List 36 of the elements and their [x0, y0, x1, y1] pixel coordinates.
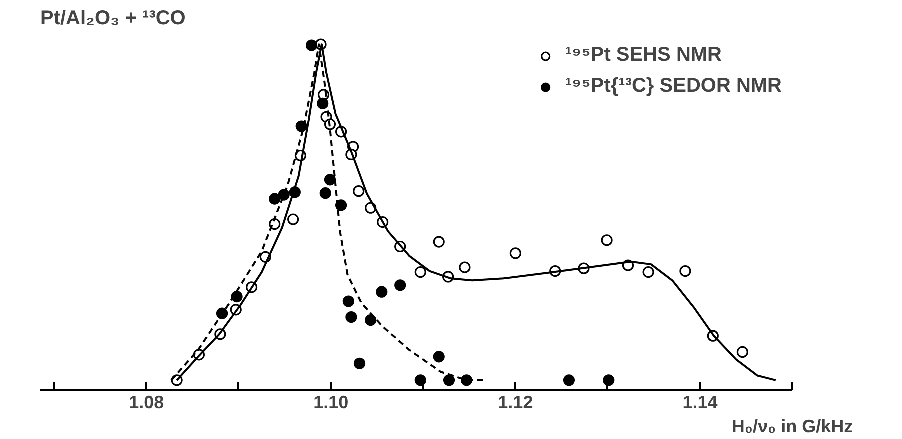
point [601, 234, 613, 246]
point [414, 374, 426, 386]
point [324, 174, 336, 186]
x-tick-label: 1.10 [314, 392, 349, 412]
point [736, 346, 748, 358]
legend-label: ¹⁹⁵Pt{¹³C} SEDOR NMR [565, 75, 782, 98]
x-tick-label: 1.12 [498, 392, 534, 412]
point [510, 248, 522, 260]
point [433, 236, 445, 248]
point [376, 286, 388, 298]
x-axis-title: H₀/ν₀ in G/kHz [732, 416, 854, 436]
point [414, 266, 426, 278]
point [459, 262, 471, 274]
point [603, 374, 615, 386]
point [563, 374, 576, 386]
point [680, 265, 692, 278]
point [269, 193, 281, 205]
point [642, 266, 654, 278]
point [354, 358, 366, 370]
point [346, 311, 358, 324]
point [365, 314, 377, 326]
point [342, 296, 354, 308]
point [216, 308, 228, 320]
point [317, 98, 329, 110]
x-tick-label: 1.14 [682, 392, 718, 412]
point [320, 188, 332, 200]
point [306, 40, 318, 52]
point [336, 200, 348, 212]
point [433, 351, 445, 363]
point [443, 374, 456, 386]
x-tick-label: 1.08 [129, 392, 164, 412]
point [288, 214, 300, 226]
chart-title: Pt/Al₂O₃ + ¹³CO [40, 8, 186, 30]
point [353, 186, 365, 198]
legend-label: ¹⁹⁵Pt SEHS NMR [565, 44, 722, 67]
point [394, 280, 406, 292]
